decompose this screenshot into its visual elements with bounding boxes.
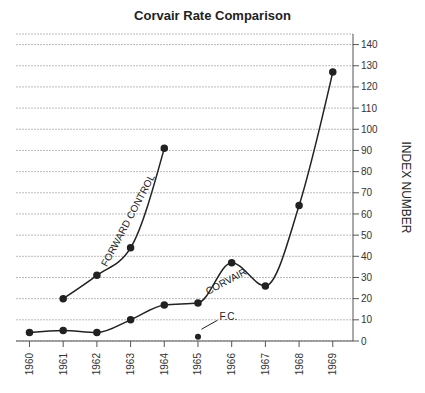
svg-text:1962: 1962 [91,353,102,376]
svg-text:20: 20 [361,293,373,304]
svg-text:1966: 1966 [226,353,237,376]
svg-text:10: 10 [361,314,373,325]
svg-text:120: 120 [361,81,378,92]
svg-text:90: 90 [361,145,373,156]
svg-text:50: 50 [361,230,373,241]
svg-text:1961: 1961 [58,353,69,376]
svg-text:1963: 1963 [125,353,136,376]
svg-text:1967: 1967 [260,353,271,376]
svg-text:INDEX NUMBER: INDEX NUMBER [399,141,413,233]
svg-text:1969: 1969 [327,353,338,376]
svg-text:80: 80 [361,166,373,177]
svg-text:130: 130 [361,60,378,71]
svg-text:1965: 1965 [192,353,203,376]
svg-text:140: 140 [361,39,378,50]
svg-text:1964: 1964 [159,353,170,376]
svg-text:30: 30 [361,272,373,283]
html-text:Corvair Rate Comparison: Corvair Rate Comparison [134,8,291,23]
svg-text:1968: 1968 [294,353,305,376]
svg-text:1960: 1960 [24,353,35,376]
svg-text:FORWARD CONTROL: FORWARD CONTROL [99,172,157,268]
svg-text:CORVAIR: CORVAIR [204,266,249,297]
svg-text:110: 110 [361,103,377,114]
svg-text:70: 70 [361,187,373,198]
svg-text:60: 60 [361,209,373,220]
svg-text:100: 100 [361,124,378,135]
svg-text:F.C.: F.C. [219,311,237,322]
svg-text:0: 0 [361,336,367,347]
svg-text:40: 40 [361,251,373,262]
